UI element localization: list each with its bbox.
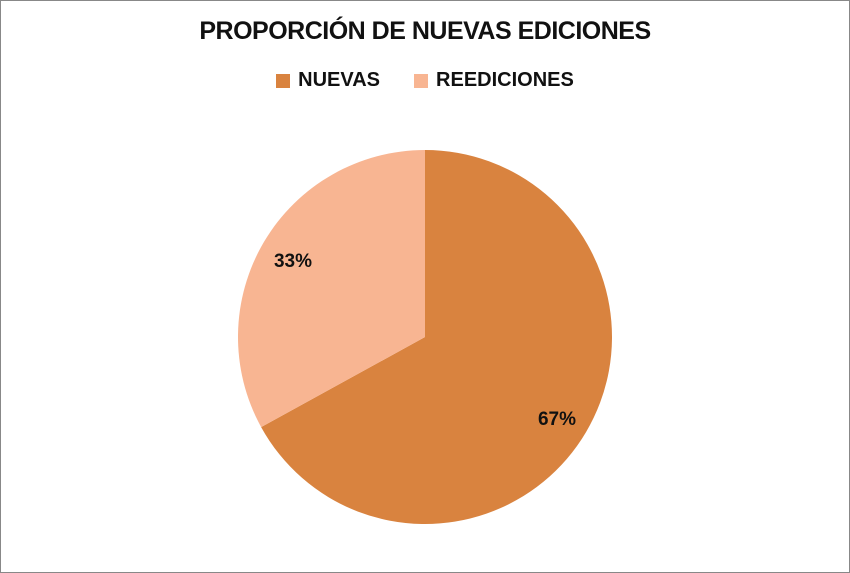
data-label-nuevas: 67% [538,409,576,430]
legend-item-nuevas: NUEVAS [276,69,380,92]
chart-title: PROPORCIÓN DE NUEVAS EDICIONES [199,17,651,45]
pie-slice-reediciones [237,150,425,428]
legend-item-reediciones: REEDICIONES [414,69,574,92]
pie-slice-nuevas [261,150,612,524]
legend-label: NUEVAS [298,69,381,91]
legend-label: REEDICIONES [436,69,574,91]
legend: NUEVAS REEDICIONES [1,69,849,92]
legend-swatch-reediciones [414,73,429,88]
legend-swatch-nuevas [276,73,291,88]
data-label-reediciones: 33% [274,251,312,272]
